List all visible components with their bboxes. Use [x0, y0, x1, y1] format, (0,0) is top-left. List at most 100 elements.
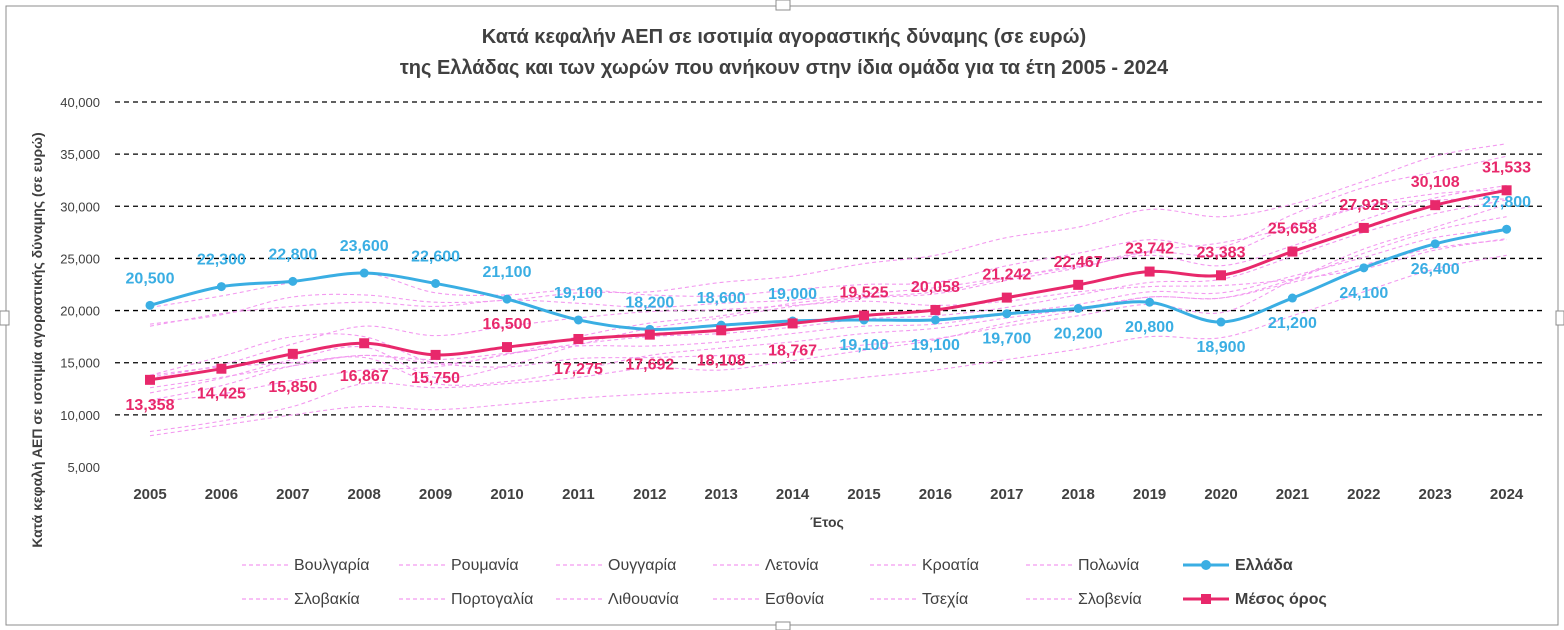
legend-label: Ρουμανία	[451, 557, 519, 574]
data-point-greece	[502, 294, 512, 304]
chart-border	[5, 5, 1559, 626]
data-label-greece: 19,700	[982, 331, 1031, 348]
legend-label: Βουλγαρία	[294, 557, 369, 574]
series-line-Εσθονία	[149, 198, 1507, 376]
background-series	[149, 143, 1507, 437]
data-point-greece	[930, 315, 940, 325]
resize-handle-top[interactable]	[775, 0, 791, 11]
x-tick-label: 2024	[1490, 486, 1524, 503]
data-label-greece: 23,600	[340, 238, 389, 255]
legend-item: Τσεχία	[870, 591, 968, 608]
x-tick-label: 2015	[847, 486, 880, 503]
y-axis-ticks: 5,000 10,000 15,000 20,000 25,000 30,000 35,00…	[60, 95, 100, 475]
legend-label: Ελλάδα	[1235, 557, 1293, 574]
data-point-average	[644, 329, 655, 340]
data-point-average	[502, 342, 512, 353]
data-point-greece	[288, 276, 298, 286]
data-label-average: 21,242	[982, 267, 1031, 284]
data-label-average: 22,467	[1054, 254, 1103, 271]
gridlines	[115, 101, 1545, 416]
data-label-average: 25,658	[1268, 221, 1317, 238]
data-label-greece: 22,600	[411, 248, 460, 265]
x-tick-label: 2022	[1347, 486, 1380, 503]
data-point-greece	[1502, 224, 1512, 234]
data-point-average	[573, 333, 584, 344]
data-labels: 20,500 22,300 22,800 23,600 22,600 21,100 19,1…	[126, 159, 1532, 414]
series-line-Κροατία	[149, 203, 1507, 389]
legend-item: Ρουμανία	[399, 557, 519, 574]
data-label-greece: 24,100	[1339, 285, 1388, 302]
data-label-greece: 21,200	[1268, 315, 1317, 332]
data-point-greece	[145, 300, 155, 310]
data-label-average: 18,108	[697, 352, 746, 369]
data-label-average: 15,850	[268, 379, 317, 396]
data-label-average: 15,750	[411, 370, 460, 387]
data-label-average: 31,533	[1482, 159, 1531, 176]
data-point-greece	[1002, 309, 1012, 319]
legend-label: Τσεχία	[922, 591, 968, 608]
data-label-greece: 18,200	[625, 294, 674, 311]
legend-item: Βουλγαρία	[242, 557, 369, 574]
data-label-average: 19,525	[840, 285, 889, 302]
data-point-greece	[1359, 263, 1369, 273]
x-tick-label: 2018	[1062, 486, 1095, 503]
data-point-greece	[1145, 297, 1155, 307]
y-axis-title: Κατά κεφαλή ΑΕΠ σε ισοτιμία αγοραστικής …	[29, 132, 45, 547]
data-label-greece: 19,100	[554, 285, 603, 302]
series-line-Λετονία	[149, 239, 1507, 401]
x-tick-label: 2017	[990, 486, 1023, 503]
legend-item: Πορτογαλία	[399, 591, 533, 608]
data-label-average: 13,358	[126, 397, 175, 414]
resize-handle-right[interactable]	[1555, 310, 1564, 326]
resize-handle-left[interactable]	[0, 310, 10, 326]
x-tick-label: 2010	[490, 486, 523, 503]
legend-label: Σλοβακία	[294, 591, 360, 608]
legend-item: Λιθουανία	[556, 591, 679, 608]
data-point-average	[1501, 185, 1512, 196]
data-point-average	[1358, 222, 1369, 233]
data-point-average	[145, 374, 155, 385]
main-series	[145, 185, 1512, 385]
x-tick-label: 2016	[919, 486, 952, 503]
legend-label: Σλοβενία	[1078, 591, 1142, 608]
legend-marker	[1201, 594, 1211, 604]
x-axis-ticks: 2005 2006 2007 2008 2009 2010 2011 2012 2013 2014…	[133, 486, 1524, 503]
series-line-Πορτογαλία	[149, 184, 1507, 327]
legend-item: Μέσος όρος	[1183, 591, 1327, 608]
legend-label: Ουγγαρία	[608, 557, 676, 574]
data-point-greece	[359, 268, 369, 278]
data-label-average: 18,767	[768, 342, 817, 359]
x-tick-label: 2014	[776, 486, 810, 503]
chart-title-line2: της Ελλάδας και των χωρών που ανήκουν στ…	[400, 57, 1169, 79]
y-tick-label: 20,000	[60, 304, 100, 319]
data-point-average	[216, 363, 227, 374]
data-label-greece: 18,600	[697, 290, 746, 307]
data-point-average	[1287, 246, 1298, 257]
legend-label: Πορτογαλία	[451, 591, 533, 608]
data-point-greece	[431, 278, 441, 288]
data-label-greece: 20,500	[126, 270, 175, 287]
chart-title-line1: Κατά κεφαλήν ΑΕΠ σε ισοτιμία αγοραστικής…	[482, 26, 1086, 48]
data-point-average	[287, 348, 298, 359]
data-label-greece: 19,100	[840, 337, 889, 354]
data-label-greece: 18,900	[1197, 339, 1246, 356]
data-label-average: 16,867	[340, 368, 389, 385]
x-tick-label: 2006	[205, 486, 238, 503]
legend-item: Κροατία	[870, 557, 979, 574]
data-label-average: 30,108	[1411, 174, 1460, 191]
series-line-Μέσος όρος	[149, 188, 1507, 382]
legend-item: Ελλάδα	[1183, 557, 1293, 574]
legend-item: Εσθονία	[713, 591, 824, 608]
data-label-average: 14,425	[197, 386, 246, 403]
resize-handle-bottom[interactable]	[775, 621, 791, 630]
series-line-Ρουμανία	[149, 216, 1507, 433]
legend-label: Μέσος όρος	[1235, 591, 1327, 608]
y-tick-label: 30,000	[60, 199, 100, 214]
data-point-average	[716, 325, 727, 336]
data-label-greece: 22,800	[268, 246, 317, 263]
data-point-average	[1073, 279, 1084, 290]
data-label-greece: 21,100	[483, 264, 532, 281]
legend-label: Κροατία	[922, 557, 979, 574]
y-tick-label: 35,000	[60, 147, 100, 162]
